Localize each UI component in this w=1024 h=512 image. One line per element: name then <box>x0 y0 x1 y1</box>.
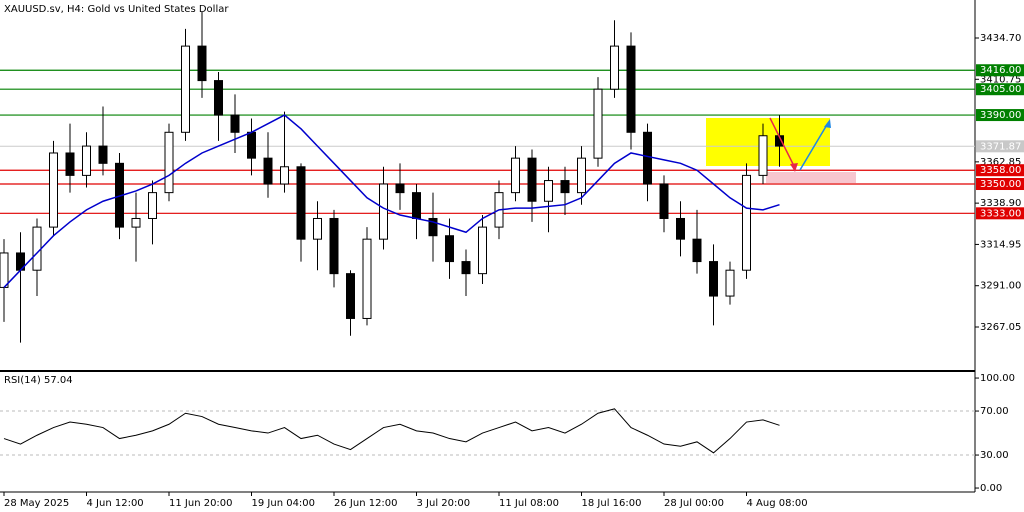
candle-body <box>49 152 58 228</box>
candle-body <box>758 135 768 176</box>
candle-body <box>445 235 454 263</box>
candle-body <box>0 252 9 288</box>
candle-body <box>593 88 603 159</box>
y-tick-label: 3291.00 <box>980 281 1021 292</box>
chart-title: XAUUSD.sv, H4: Gold vs United States Dol… <box>4 4 229 15</box>
down-arrow-head <box>790 163 798 172</box>
level-label: 3358.00 <box>980 165 1021 176</box>
candle-body <box>197 45 207 82</box>
y-tick-label: 3434.70 <box>980 33 1021 44</box>
up-arrow <box>799 122 829 171</box>
candle-body <box>560 180 570 194</box>
candle-body <box>131 217 141 228</box>
candle-body <box>280 166 289 185</box>
y-tick-label: 3410.75 <box>980 74 1021 85</box>
candle-body <box>676 217 685 240</box>
x-tick-label: 19 Jun 04:00 <box>252 498 316 509</box>
level-box <box>976 83 1024 96</box>
rsi-title: RSI(14) 57.04 <box>4 375 73 386</box>
level-label: 3416.00 <box>980 65 1021 76</box>
candle-body <box>395 183 405 194</box>
rsi-line <box>3 408 780 454</box>
candle-body <box>428 217 438 237</box>
level-box <box>976 178 1024 191</box>
rsi-tick-label: 0.00 <box>980 483 1002 494</box>
candle-body <box>742 174 751 271</box>
candle-body <box>379 183 388 240</box>
candle-body <box>164 131 174 194</box>
candle-body <box>148 192 157 219</box>
x-tick-label: 26 Jun 12:00 <box>334 498 398 509</box>
x-tick-label: 28 Jul 00:00 <box>664 498 724 509</box>
candle-body <box>659 183 669 219</box>
candle-body <box>725 269 735 297</box>
candle-body <box>610 45 619 90</box>
candle-body <box>98 145 108 164</box>
candle-body <box>230 114 240 133</box>
candle-body <box>32 226 42 271</box>
candle-body <box>461 261 471 275</box>
candle-body <box>544 180 553 202</box>
down-arrow <box>769 117 796 169</box>
rsi-tick-label: 70.00 <box>980 406 1009 417</box>
y-tick-label: 3362.85 <box>980 157 1021 168</box>
candle-body <box>412 192 421 219</box>
candle-body <box>346 273 355 319</box>
candle-body <box>643 131 652 185</box>
level-label: 3333.00 <box>980 208 1021 219</box>
level-box <box>976 207 1024 220</box>
level-box <box>976 64 1024 77</box>
rsi-tick-label: 30.00 <box>980 450 1009 461</box>
candle-body <box>296 166 306 240</box>
candle-body <box>329 217 339 275</box>
candle-body <box>527 157 537 202</box>
x-tick-label: 3 Jul 20:00 <box>417 498 471 509</box>
y-tick-label: 3267.05 <box>980 322 1021 333</box>
candle-body <box>511 157 520 194</box>
highlight-zone <box>706 118 830 166</box>
x-tick-label: 28 May 2025 <box>4 498 69 509</box>
x-tick-label: 11 Jun 20:00 <box>169 498 233 509</box>
y-tick-label: 3314.95 <box>980 239 1021 250</box>
rsi-tick-label: 100.00 <box>980 373 1015 384</box>
candle-body <box>362 238 372 319</box>
support-zone <box>766 172 856 183</box>
candle-body <box>709 261 718 297</box>
candle-body <box>577 157 586 194</box>
candle-body <box>247 131 256 159</box>
x-tick-label: 11 Jul 08:00 <box>499 498 559 509</box>
candle-body <box>626 45 636 133</box>
level-label: 3350.00 <box>980 179 1021 190</box>
candle-body <box>214 80 223 116</box>
last-price-label: 3371.87 <box>980 141 1021 152</box>
level-label: 3405.00 <box>980 84 1021 95</box>
candle-body <box>65 152 75 176</box>
x-tick-label: 4 Aug 08:00 <box>747 498 808 509</box>
candle-body <box>478 226 487 275</box>
y-tick-label: 3338.90 <box>980 198 1021 209</box>
level-box <box>976 164 1024 177</box>
x-tick-label: 4 Jun 12:00 <box>87 498 144 509</box>
candle-body <box>82 145 91 176</box>
up-arrow-head <box>824 119 831 128</box>
plot: 3434.70 3410.75 3362.85 3338.90 3314.95 3291.… <box>0 11 1024 509</box>
candle-body <box>692 238 702 263</box>
x-tick-label: 18 Jul 16:00 <box>582 498 642 509</box>
level-label: 3390.00 <box>980 110 1021 121</box>
candle-body <box>313 217 322 240</box>
moving-average <box>3 114 780 288</box>
level-box <box>976 109 1024 122</box>
candle-body <box>263 157 273 185</box>
last-price-box <box>976 140 1024 153</box>
candle-body <box>181 45 190 133</box>
